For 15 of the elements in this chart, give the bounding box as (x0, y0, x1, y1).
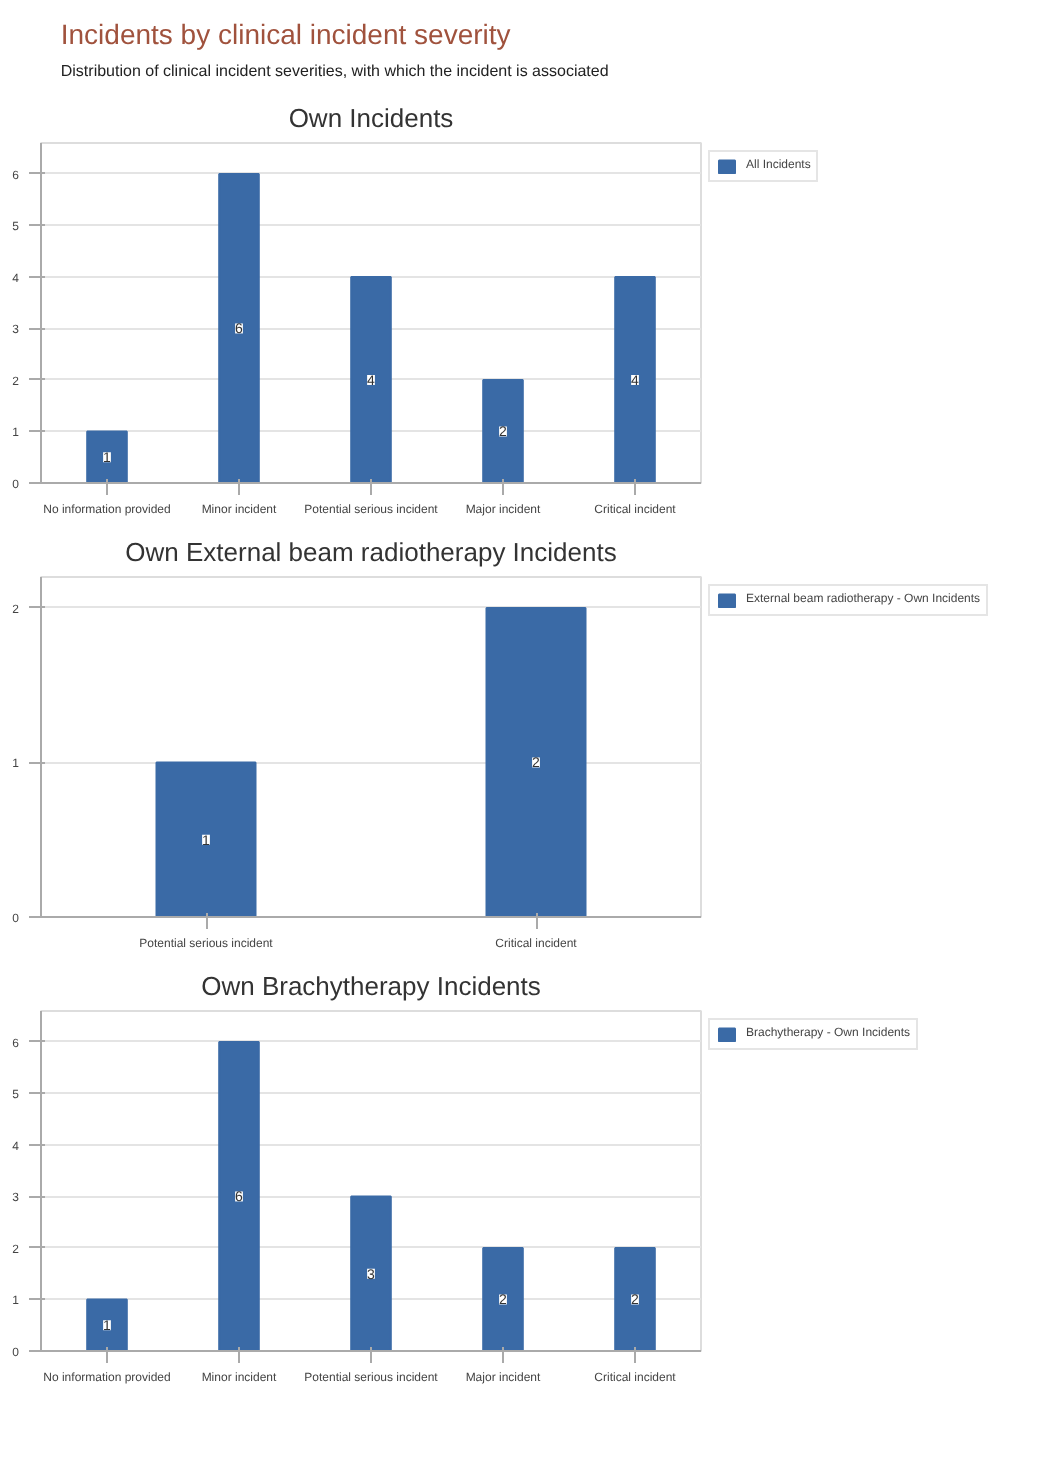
text: Incidents by clinical incident severity (60, 18, 511, 51)
bar (614, 275, 656, 483)
chart-title: Own External beam radiotherapy Incidents (125, 537, 618, 567)
bar (482, 1246, 524, 1351)
bar (218, 172, 260, 483)
bar (86, 1298, 128, 1351)
bar (614, 1246, 656, 1351)
bar (86, 430, 128, 483)
text: Distribution of clinical incident severities, with which the incident is associated (60, 62, 609, 81)
bar (350, 1195, 392, 1351)
chart-title: Own Brachytherapy Incidents (201, 971, 542, 1001)
bar (482, 378, 524, 483)
bar (218, 1040, 260, 1351)
chart-title: Own Incidents (288, 103, 455, 133)
bar (350, 275, 392, 483)
